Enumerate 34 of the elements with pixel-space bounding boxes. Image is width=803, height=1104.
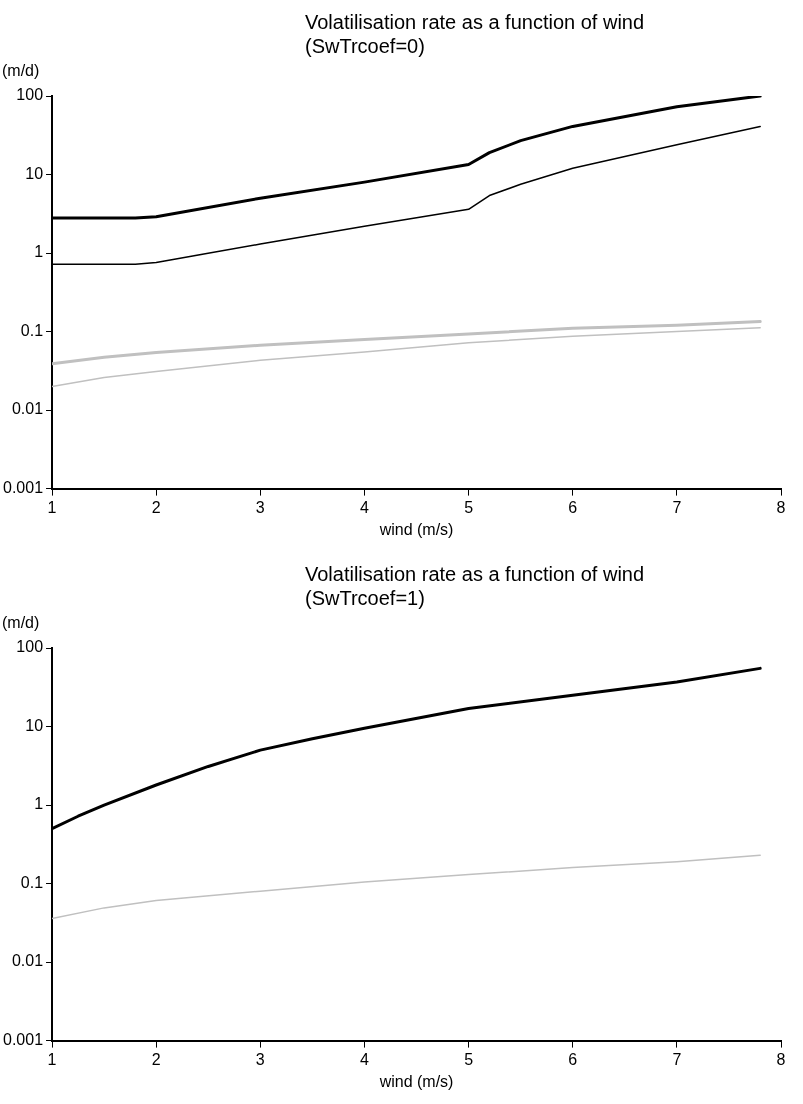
x-tick-label: 7	[672, 498, 682, 516]
y-tick-label: 0.01	[11, 400, 44, 418]
x-tick-label: 3	[255, 498, 265, 516]
y-axis-title: (m/d)	[2, 62, 40, 80]
x-tick-label: 5	[464, 498, 474, 516]
x-tick-label: 8	[776, 1050, 786, 1068]
x-tick-label: 6	[568, 1050, 578, 1068]
y-tick-label: 0.1	[20, 321, 44, 339]
x-axis-title: wind (m/s)	[378, 520, 454, 538]
y-tick-label: 10	[25, 716, 44, 734]
y-tick-label: 0.01	[11, 952, 44, 970]
x-tick-label: 3	[255, 1050, 265, 1068]
x-tick-label: 2	[151, 498, 161, 516]
chart-title: Volatilisation rate as a function of wind (SwTrcoef=0)	[305, 10, 645, 58]
y-tick-label: 1	[34, 243, 44, 261]
x-tick-label: 4	[360, 498, 369, 516]
y-tick-label: 10	[25, 164, 44, 182]
x-axis-title: wind (m/s)	[378, 1072, 454, 1090]
y-tick-label: 100	[16, 86, 44, 104]
y-tick-label: 0.001	[2, 1031, 44, 1049]
x-tick-label: 5	[464, 1050, 474, 1068]
y-tick-label: 0.1	[20, 873, 44, 891]
x-tick-label: 1	[47, 1050, 57, 1068]
y-tick-label: 0.001	[2, 479, 44, 497]
x-tick-label: 6	[568, 498, 578, 516]
chart-title: Volatilisation rate as a function of wind (SwTrcoef=1)	[305, 562, 645, 610]
x-tick-label: 4	[360, 1050, 369, 1068]
y-tick-label: 1	[34, 795, 44, 813]
y-axis-title: (m/d)	[2, 614, 40, 632]
x-tick-label: 7	[672, 1050, 682, 1068]
x-tick-label: 1	[47, 498, 57, 516]
x-tick-label: 2	[151, 1050, 161, 1068]
y-tick-label: 100	[16, 638, 44, 656]
x-tick-label: 8	[776, 498, 786, 516]
